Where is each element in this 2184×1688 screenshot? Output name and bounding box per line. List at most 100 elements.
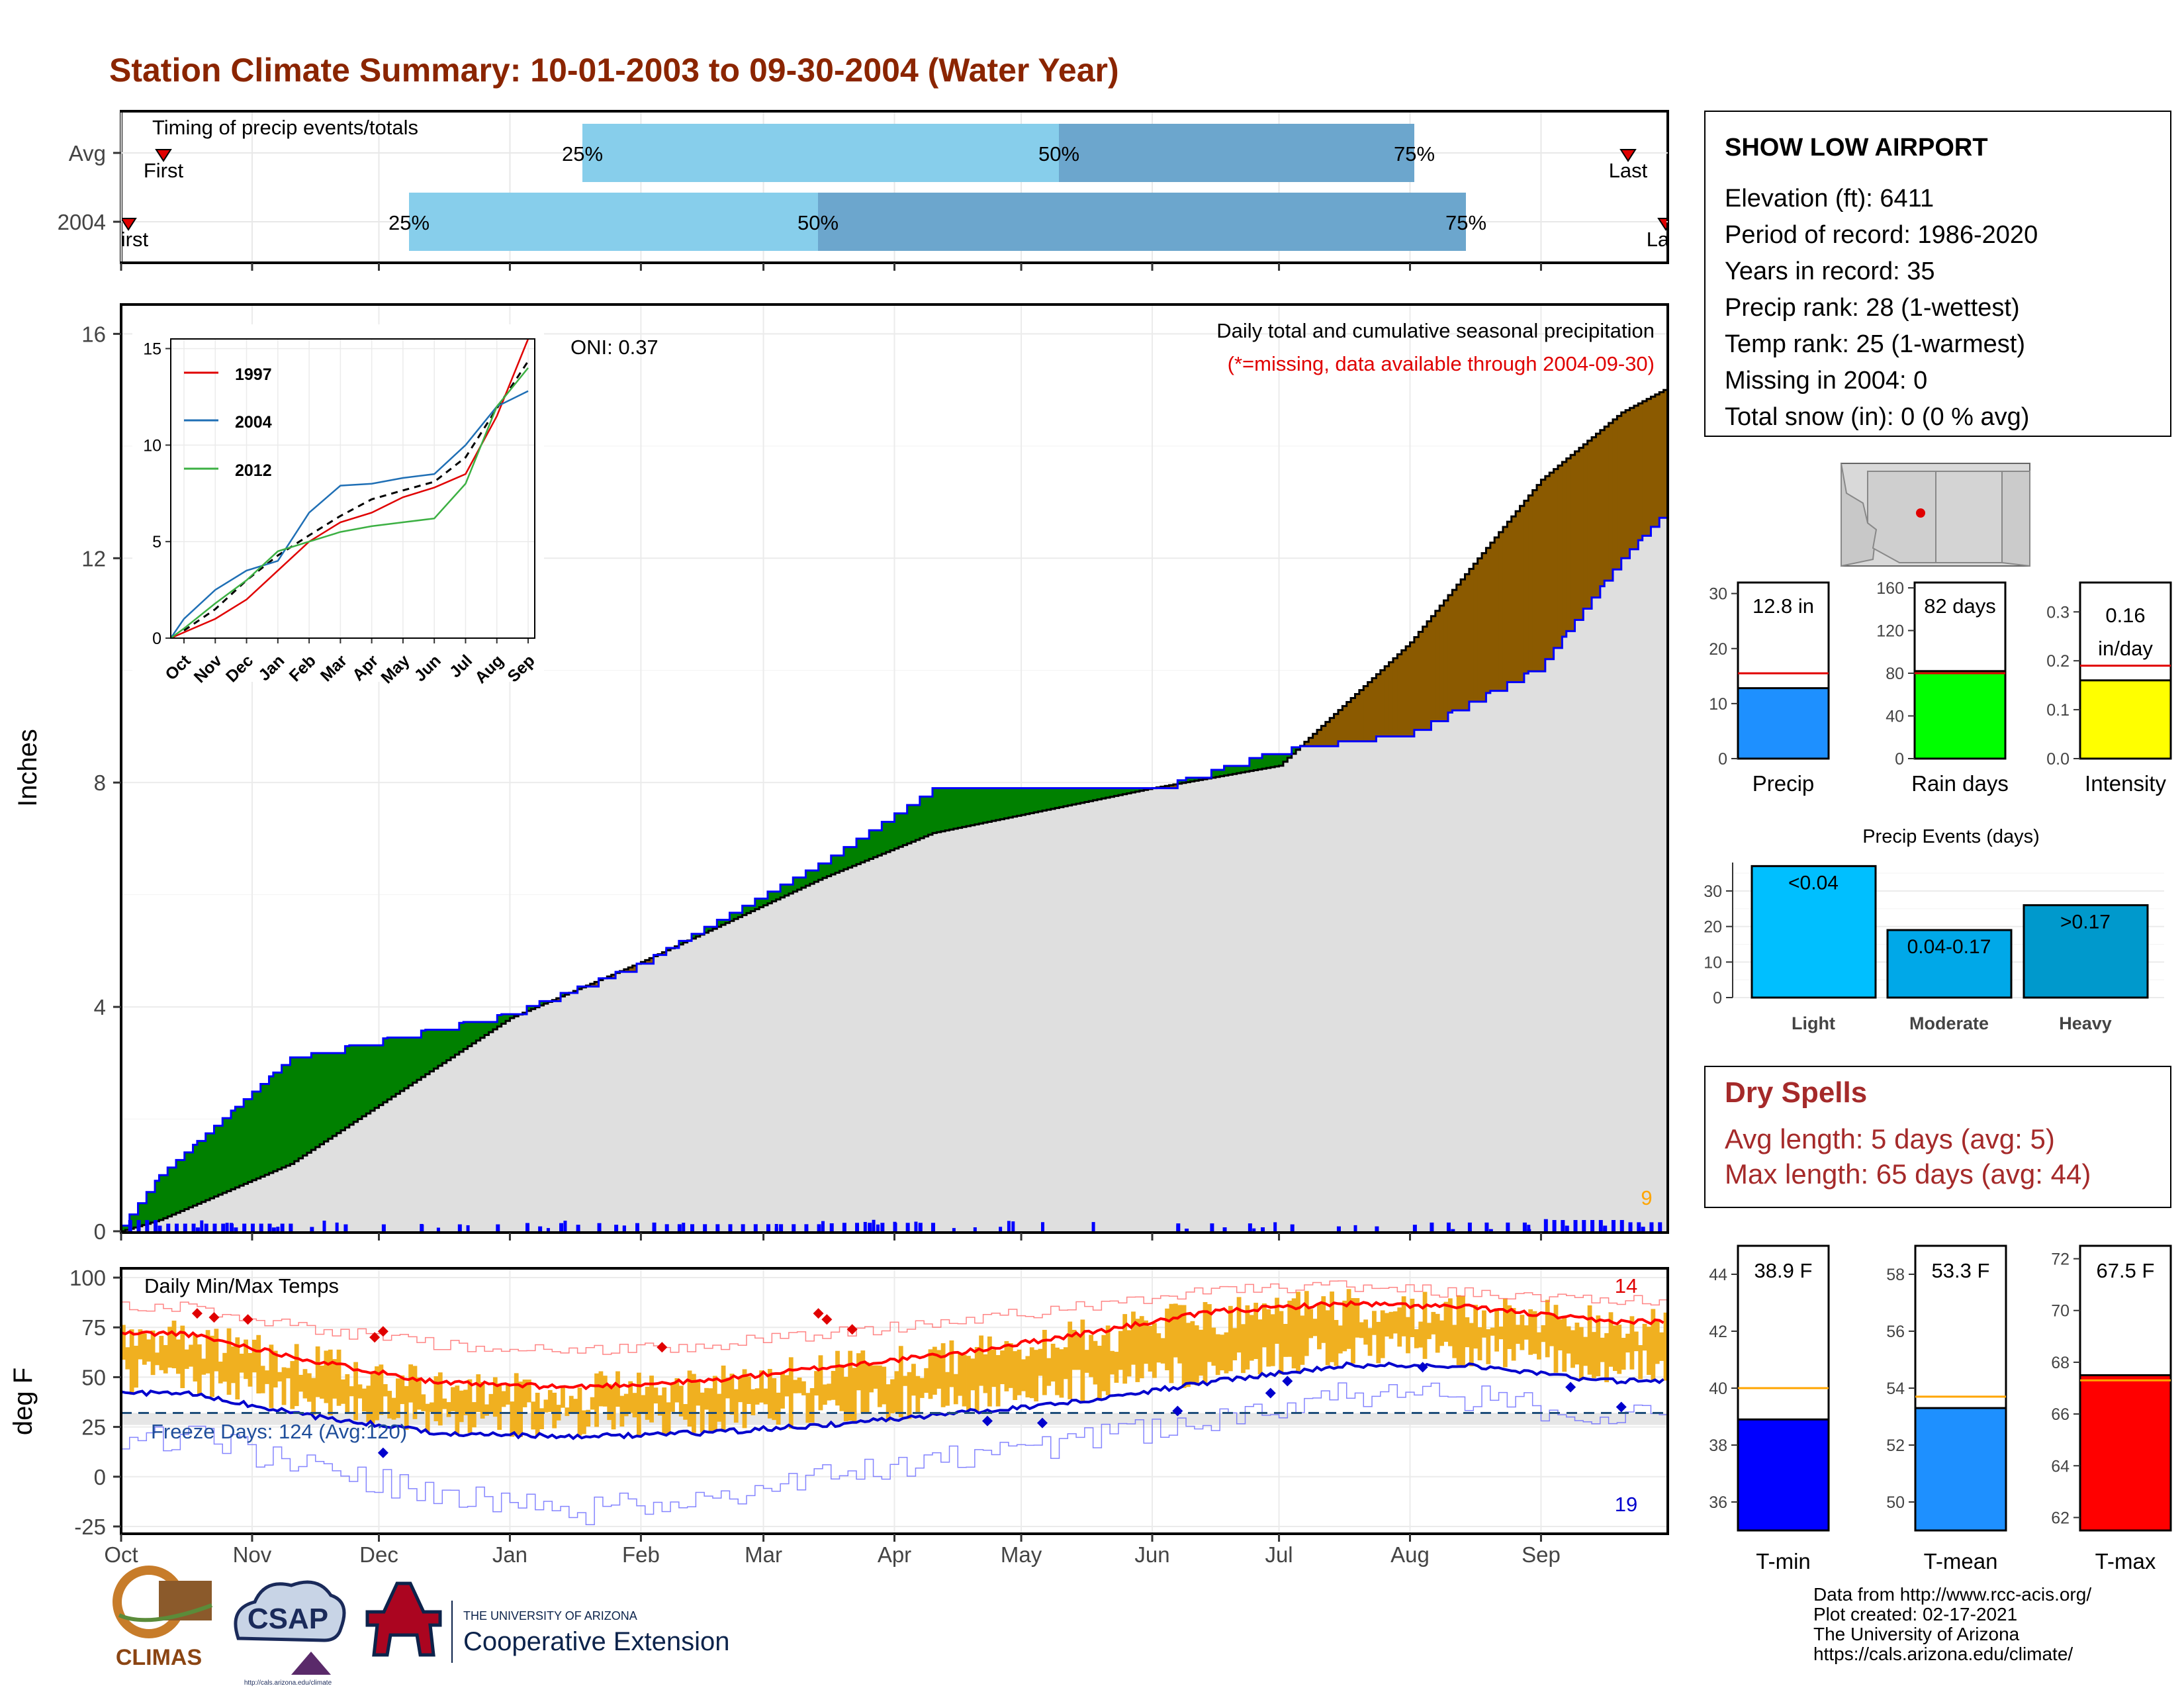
- daily-temp-bar: [1165, 1308, 1169, 1371]
- cumulative-diff-segment: [1431, 616, 1436, 722]
- cumulative-diff-segment: [814, 870, 819, 882]
- daily-precip-bar: [200, 1220, 204, 1231]
- station-info-box: SHOW LOW AIRPORT Elevation (ft): 6411 Pe…: [1704, 111, 2171, 437]
- daily-precip-bar: [538, 1226, 543, 1231]
- cumulative-diff-segment: [856, 838, 862, 865]
- daily-temp-bar: [1097, 1345, 1102, 1399]
- cumulative-diff-segment: [1473, 563, 1479, 702]
- cumulative-diff-segment: [433, 1029, 439, 1069]
- cumulative-diff-segment: [864, 838, 870, 861]
- mini-y-tick-label: 0.2: [2046, 652, 2070, 671]
- daily-temp-bar: [501, 1391, 506, 1407]
- cumulative-diff-segment: [239, 1106, 244, 1186]
- daily-temp-bar: [1583, 1336, 1588, 1366]
- cumulative-diff-segment: [1418, 632, 1424, 730]
- inset-y-tick-label: 5: [152, 533, 161, 551]
- daily-precip-bar: [154, 1220, 158, 1231]
- daily-temp-bar: [848, 1350, 853, 1421]
- daily-precip-bar: [1565, 1225, 1569, 1231]
- cumulative-diff-segment: [1351, 698, 1356, 741]
- mini-chart-bar: [1737, 687, 1830, 760]
- cumulative-diff-segment: [1410, 642, 1415, 737]
- daily-temp-bar: [336, 1349, 341, 1406]
- cumulative-diff-segment: [1596, 434, 1601, 598]
- temp-series: [120, 1280, 1668, 1525]
- daily-temp-bar: [353, 1362, 358, 1421]
- daily-temp-bar: [869, 1365, 874, 1393]
- cumulative-diff-segment: [873, 830, 878, 857]
- daily-temp-bar: [1596, 1315, 1601, 1377]
- events-y-tick-label: 10: [1704, 953, 1722, 972]
- mini-chart-bar: [1913, 670, 2007, 760]
- cumulative-base-area: [121, 518, 1668, 1232]
- daily-precip-bar: [204, 1223, 208, 1231]
- daily-precip-bar: [1649, 1222, 1654, 1231]
- daily-precip-bar: [1603, 1227, 1607, 1231]
- daily-temp-bar: [1050, 1343, 1056, 1382]
- daily-temp-bar: [970, 1358, 976, 1391]
- cumulative-diff-segment: [1583, 444, 1588, 609]
- daily-temp-bar: [662, 1387, 667, 1435]
- cumulative-diff-segment: [184, 1152, 189, 1209]
- daily-temp-bar: [1541, 1325, 1546, 1342]
- daily-temp-bar: [1397, 1307, 1402, 1347]
- cumulative-diff-segment: [1621, 412, 1626, 559]
- cumulative-diff-segment: [577, 986, 582, 990]
- daily-temp-bar: [683, 1404, 688, 1420]
- cumulative-diff-segment: [573, 991, 578, 994]
- daily-temp-bar: [1655, 1320, 1660, 1364]
- daily-precip-bar: [1353, 1225, 1357, 1231]
- daily-temp-bar: [607, 1383, 612, 1421]
- daily-temp-bar: [205, 1330, 210, 1374]
- month-label-feb: Feb: [622, 1542, 660, 1567]
- daily-precip-bar: [1375, 1226, 1379, 1231]
- legend-2012: 2012: [235, 461, 272, 480]
- temp-y-tick-label: -25: [74, 1515, 106, 1539]
- cumulative-diff-segment: [1224, 766, 1229, 776]
- daily-temp-bar: [678, 1385, 684, 1417]
- daily-temp-bar: [1042, 1329, 1047, 1395]
- mini-chart-value: 0.16: [2105, 604, 2145, 627]
- daily-temp-bar: [1135, 1319, 1140, 1382]
- cumulative-diff-segment: [1139, 788, 1144, 791]
- temp-y-label: deg F: [9, 1368, 38, 1435]
- daily-temp-bar: [1169, 1303, 1174, 1383]
- daily-temp-bar: [1587, 1305, 1592, 1375]
- cumulative-diff-segment: [742, 906, 747, 915]
- daily-temp-bar: [1308, 1309, 1314, 1338]
- daily-temp-bar: [1600, 1337, 1605, 1362]
- daily-temp-bar: [1279, 1311, 1284, 1375]
- daily-temp-bar: [759, 1370, 764, 1403]
- daily-temp-bar: [1228, 1305, 1233, 1372]
- daily-temp-bar: [176, 1339, 181, 1374]
- legend-1997: 1997: [235, 365, 272, 384]
- daily-temp-bar: [1317, 1303, 1322, 1350]
- avg-50-75-bar: [1059, 124, 1414, 182]
- mini-temp-value: 67.5 F: [2097, 1259, 2155, 1282]
- daily-temp-bar: [146, 1339, 152, 1362]
- cumulative-diff-segment: [1566, 458, 1571, 632]
- cumulative-diff-segment: [218, 1125, 223, 1195]
- daily-temp-bar: [1139, 1316, 1144, 1379]
- record-high-marker: [369, 1332, 381, 1343]
- daily-temp-bar: [260, 1366, 265, 1393]
- cumulative-diff-segment: [412, 1037, 418, 1083]
- daily-temp-bar: [1076, 1335, 1081, 1370]
- daily-temp-bar: [1021, 1359, 1026, 1391]
- daily-temp-bar: [569, 1395, 574, 1413]
- daily-temp-bar: [886, 1384, 891, 1421]
- daily-temp-bar: [649, 1376, 654, 1423]
- daily-precip-bar: [1091, 1222, 1095, 1231]
- cumulative-diff-segment: [155, 1180, 160, 1221]
- cumulative-diff-segment: [928, 796, 933, 835]
- mini-temp-tick-label: 40: [1709, 1380, 1727, 1398]
- daily-temp-bar: [375, 1366, 379, 1421]
- mini-temp-bar: [2079, 1374, 2172, 1532]
- mini-temp-tick-label: 68: [2051, 1354, 2070, 1372]
- temp-y-tick-label: 75: [81, 1315, 106, 1340]
- daily-temp-bar: [150, 1330, 156, 1376]
- daily-temp-bar: [1177, 1305, 1183, 1364]
- station-line-years: Years in record: 35: [1725, 258, 1935, 285]
- cumulative-diff-segment: [1346, 702, 1351, 741]
- cumulative-diff-segment: [1461, 579, 1466, 711]
